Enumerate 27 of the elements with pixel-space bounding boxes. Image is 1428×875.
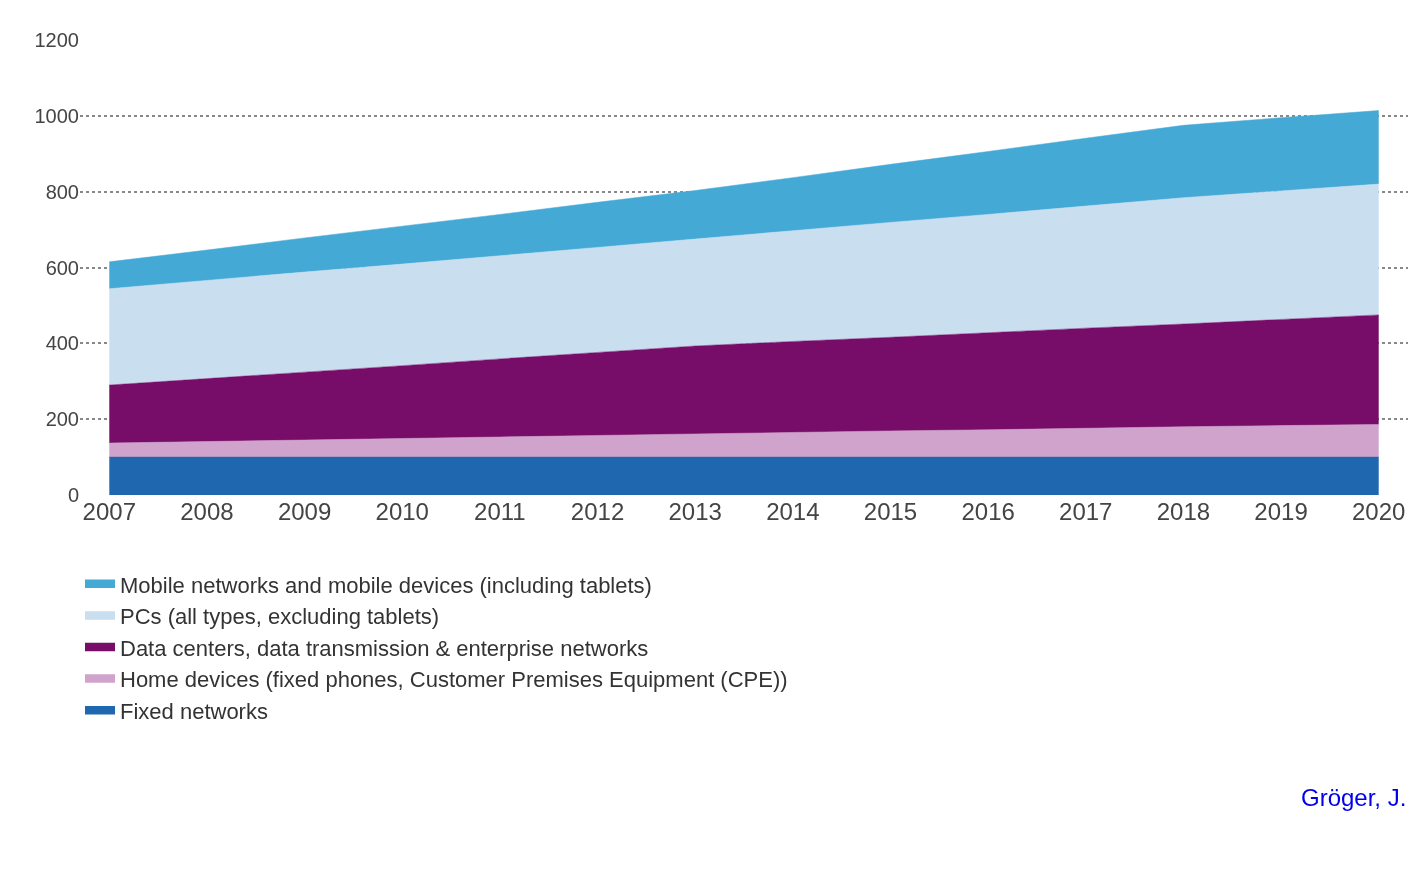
- y-tick-label: 400: [45, 332, 79, 355]
- x-tick-label: 2016: [961, 498, 1015, 525]
- x-tick-label: 2020: [1352, 498, 1406, 525]
- legend-label: Fixed networks: [120, 699, 268, 725]
- y-tick-label: 800: [45, 180, 79, 203]
- y-tick-label: 600: [45, 256, 79, 279]
- legend-label: Data centers, data transmission & enterprise networks: [120, 635, 649, 661]
- x-tick-label: 2008: [180, 498, 234, 525]
- x-tick-label: 2014: [766, 498, 820, 525]
- y-tick-label: 200: [45, 408, 79, 431]
- x-tick-label: 2019: [1254, 498, 1308, 525]
- x-tick-label: 2012: [570, 498, 625, 525]
- x-tick-label: 2015: [863, 498, 918, 525]
- legend-label: PCs (all types, excluding tablets): [120, 604, 440, 630]
- y-tick-label: 1000: [34, 104, 79, 127]
- x-tick-label: 2007: [82, 498, 136, 525]
- x-tick-label: 2010: [375, 498, 429, 525]
- y-tick-label: 1200: [34, 29, 79, 51]
- y-tick-label: 0: [67, 484, 79, 506]
- x-tick-label: 2013: [668, 498, 722, 525]
- legend-label: Mobile networks and mobile devices (including tablets): [120, 572, 652, 598]
- x-tick-label: 2017: [1059, 498, 1113, 525]
- x-tick-label: 2009: [277, 498, 332, 525]
- x-tick-label: 2018: [1156, 498, 1211, 525]
- x-tick-label: 2011: [474, 498, 526, 525]
- text: Gröger, J.: [1301, 784, 1407, 811]
- legend-label: Home devices (fixed phones, Customer Premises Equipment (CPE)): [120, 667, 788, 693]
